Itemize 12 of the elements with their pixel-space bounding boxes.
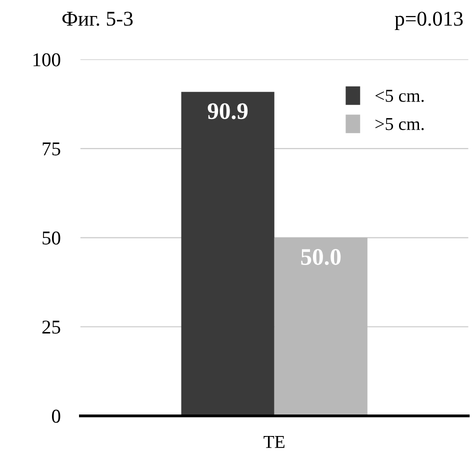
data-label: 90.9 xyxy=(208,103,248,120)
y-tick-label: 100 xyxy=(34,53,60,66)
y-tick-label: 50 xyxy=(42,231,60,245)
legend-label: <5 cm. xyxy=(375,90,424,102)
x-tick-label: TE xyxy=(264,436,284,448)
y-tick-label: 25 xyxy=(42,320,60,334)
legend-label: >5 cm. xyxy=(375,118,424,130)
data-label: 50.0 xyxy=(301,249,341,266)
text: p=0.013 xyxy=(394,12,463,30)
y-tick-label: 0 xyxy=(52,410,60,423)
chart-title: Фиг. 5-3 xyxy=(62,12,133,26)
y-tick-label: 75 xyxy=(42,142,60,156)
